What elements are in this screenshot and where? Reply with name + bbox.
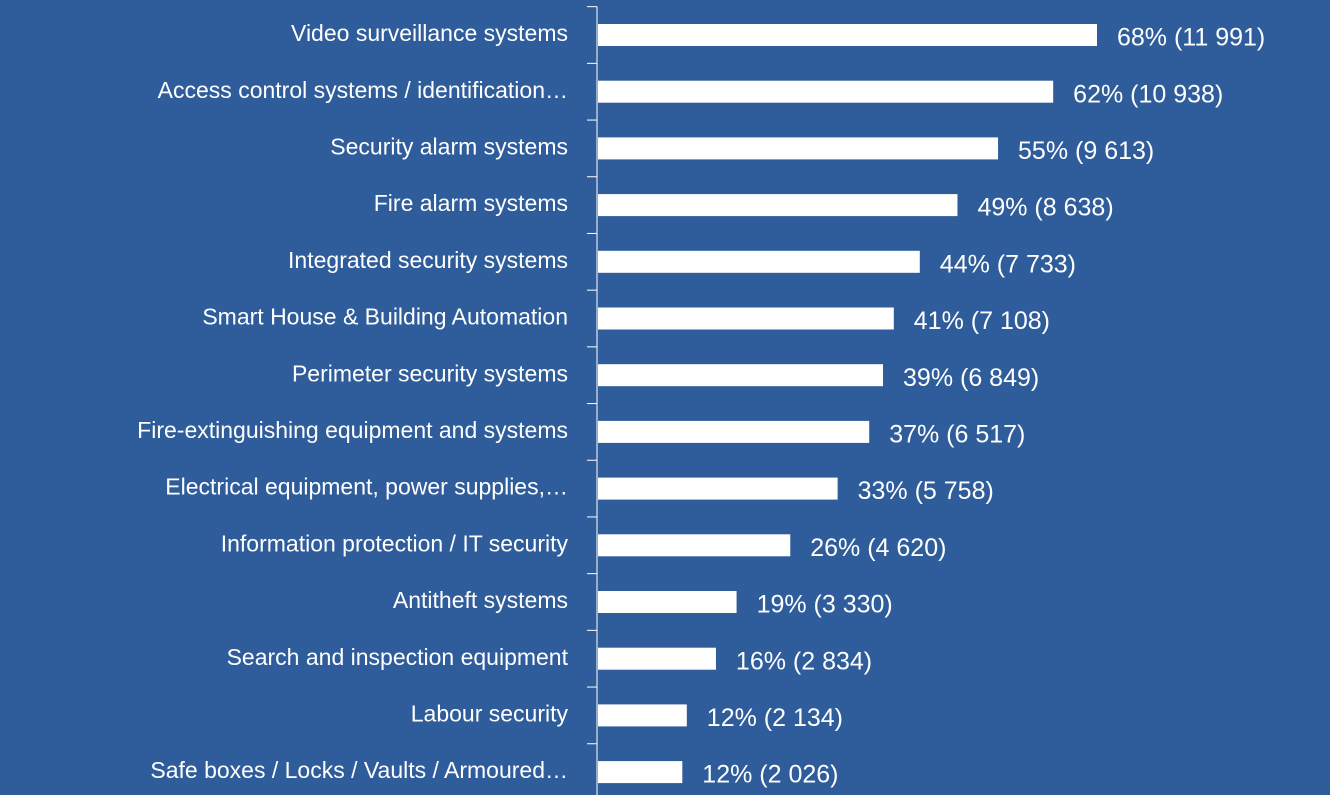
bar: [598, 194, 958, 217]
category-label: Fire alarm systems: [374, 190, 568, 216]
category-label: Smart House & Building Automation: [202, 304, 568, 330]
category-label: Perimeter security systems: [292, 360, 568, 386]
bar: [598, 137, 999, 160]
value-label: 44% (7 733): [940, 250, 1076, 278]
category-label: Labour security: [411, 700, 569, 726]
bar: [598, 420, 870, 443]
category-label: Search and inspection equipment: [227, 644, 569, 670]
value-label: 37% (6 517): [889, 421, 1025, 449]
bar: [598, 24, 1097, 46]
bar: [598, 477, 838, 500]
value-label: 12% (2 134): [707, 704, 843, 732]
bar: [598, 591, 737, 613]
bar: [598, 647, 716, 670]
bar: [598, 534, 791, 557]
category-label: Access control systems / identification…: [158, 77, 568, 103]
category-label: Integrated security systems: [288, 247, 568, 273]
category-label: Safe boxes / Locks / Vaults / Armoured…: [150, 757, 568, 783]
value-label: 16% (2 834): [736, 647, 872, 675]
category-label: Fire-extinguishing equipment and systems: [137, 417, 568, 443]
value-label: 41% (7 108): [914, 307, 1050, 335]
category-label: Security alarm systems: [330, 133, 568, 159]
category-label: Antitheft systems: [393, 587, 568, 613]
category-label: Electrical equipment, power supplies,…: [165, 474, 568, 500]
value-label: 68% (11 991): [1117, 24, 1265, 52]
bar: [598, 364, 884, 387]
value-label: 62% (10 938): [1073, 80, 1223, 108]
bar: [598, 80, 1054, 103]
bar: [598, 307, 894, 330]
value-label: 26% (4 620): [810, 534, 946, 562]
bar: [598, 704, 687, 727]
category-label: Information protection / IT security: [221, 530, 569, 556]
value-label: 39% (6 849): [903, 364, 1039, 392]
bar: [598, 761, 683, 784]
value-label: 33% (5 758): [858, 477, 994, 505]
value-label: 12% (2 026): [702, 761, 838, 789]
value-label: 19% (3 330): [757, 591, 893, 619]
bar: [598, 250, 920, 273]
value-label: 55% (9 613): [1018, 137, 1154, 165]
category-label: Video surveillance systems: [291, 20, 568, 46]
value-label: 49% (8 638): [977, 194, 1113, 222]
